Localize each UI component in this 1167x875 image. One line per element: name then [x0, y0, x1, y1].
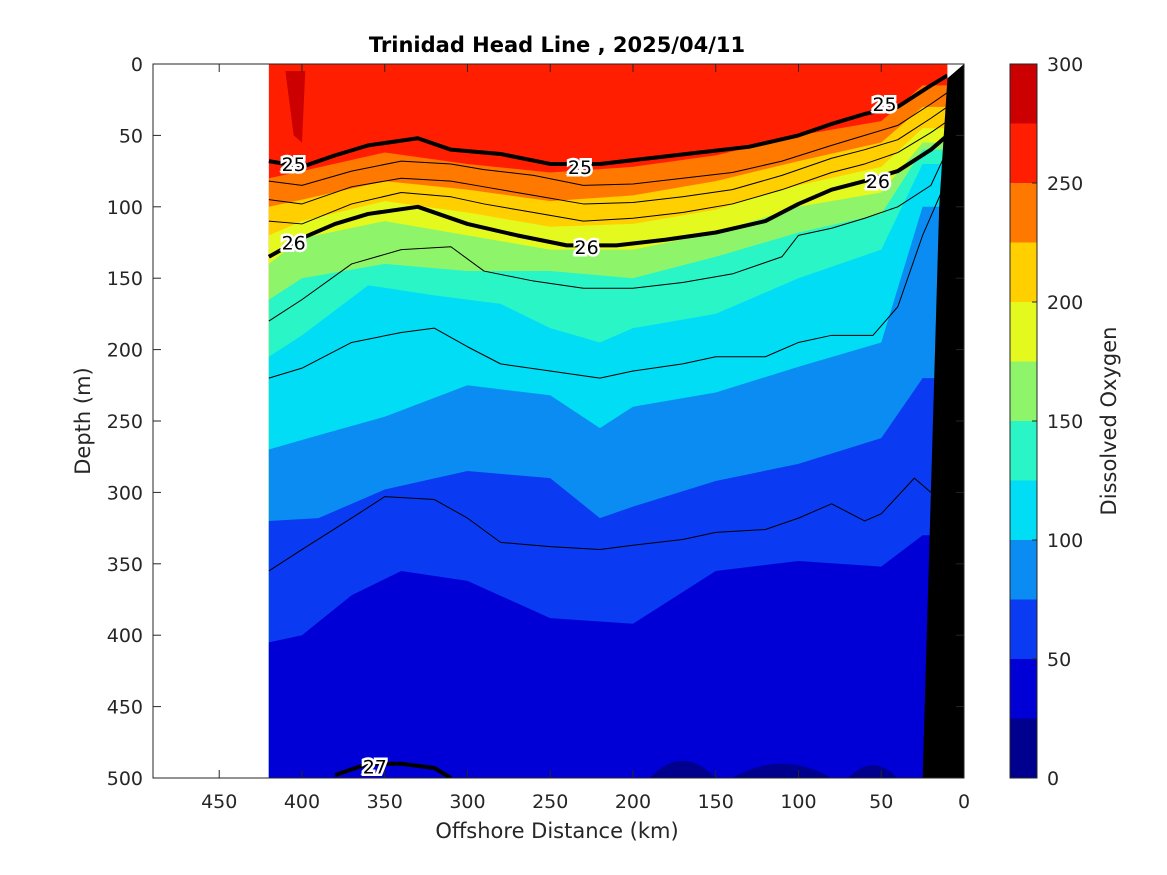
colorbar-tick-label-50: 50 [1047, 649, 1071, 671]
colorbar-band-50 [1010, 599, 1037, 659]
y-tick-label-150: 150 [107, 268, 143, 290]
isopycnal-line-thin-7 [268, 178, 948, 379]
colorbar-band-125 [1010, 421, 1037, 481]
colorbar: 0 50 100 150 200 250 300 [1009, 54, 1083, 790]
x-tick-label-400: 400 [284, 791, 320, 813]
contour-layer: 25 25 25 26 26 26 27 [267, 64, 964, 779]
contour-label-26-4: 26 [575, 237, 599, 259]
x-tick-label-200: 200 [615, 791, 651, 813]
isopycnal-line-thin-3 [268, 92, 948, 186]
x-tick-label-100: 100 [780, 791, 816, 813]
bathymetry-seafloor [922, 64, 964, 778]
contour-label-26-3: 26 [282, 233, 306, 255]
oxygen-band-below-50 [268, 535, 948, 778]
colorbar-band-225 [1010, 183, 1037, 243]
contour-label-25-2: 25 [872, 94, 896, 116]
contour-label-26-5: 26 [866, 171, 890, 193]
isopycnal-line-27-2 [334, 761, 452, 778]
x-tick-label-50: 50 [869, 791, 893, 813]
oxygen-low-patch-3 [848, 765, 898, 778]
x-tick-label-450: 450 [201, 791, 237, 813]
oxygen-low-patch-1 [649, 760, 716, 778]
y-tick-label-500: 500 [107, 768, 143, 790]
y-tick-label-450: 450 [107, 697, 143, 719]
colorbar-band-250 [1010, 123, 1037, 183]
isopycnal-line-thin-8 [268, 477, 932, 572]
y-tick-label-0: 0 [131, 54, 143, 76]
colorbar-band-25 [1010, 659, 1037, 719]
x-tick-label-0: 0 [958, 791, 970, 813]
x-tick-label-150: 150 [698, 791, 734, 813]
colorbar-tick-label-300: 300 [1047, 54, 1083, 76]
y-axis-label: Depth (m) [71, 367, 95, 474]
oxygen-core-high [285, 71, 306, 143]
colorbar-band-200 [1010, 242, 1037, 302]
isopycnal-line-thin-6 [268, 149, 948, 322]
x-tick-label-250: 250 [532, 791, 568, 813]
x-tick-label-300: 300 [449, 791, 485, 813]
bathymetry-gap [947, 64, 964, 79]
colorbar-tick-label-250: 250 [1047, 173, 1083, 195]
colorbar-band-150 [1010, 361, 1037, 421]
contour-label-27-6: 27 [363, 757, 387, 779]
y-tick-label-50: 50 [119, 125, 143, 147]
y-tick-label-200: 200 [107, 340, 143, 362]
isopycnal-line-26-1 [267, 133, 949, 259]
colorbar-tick-label-0: 0 [1047, 768, 1059, 790]
y-tick-label-300: 300 [107, 482, 143, 504]
oxygen-low-patch-2 [732, 763, 832, 778]
plot-area: 25 25 25 26 26 26 27 [152, 63, 965, 779]
y-tick-label-400: 400 [107, 625, 143, 647]
colorbar-tick-label-150: 150 [1047, 411, 1083, 433]
y-axis: 0 50 100 150 200 250 300 350 400 450 500 [107, 54, 964, 790]
y-tick-label-350: 350 [107, 554, 143, 576]
y-tick-label-250: 250 [107, 411, 143, 433]
contour-label-25-0: 25 [282, 154, 306, 176]
isopycnal-line-25-0 [268, 73, 949, 169]
y-tick-label-100: 100 [107, 197, 143, 219]
chart-title: Trinidad Head Line , 2025/04/11 [369, 33, 745, 57]
colorbar-band-100 [1010, 480, 1037, 540]
colorbar-tick-label-100: 100 [1047, 530, 1083, 552]
colorbar-band-0 [1010, 718, 1037, 778]
colorbar-label: Dissolved Oxygen [1097, 327, 1121, 516]
isopycnal-line-thin-5 [268, 120, 948, 225]
contour-label-25-1: 25 [568, 157, 592, 179]
x-axis: 450 400 350 300 250 200 150 100 50 0 [201, 64, 970, 813]
colorbar-band-175 [1010, 302, 1037, 362]
isopycnal-line-thin-4 [268, 106, 948, 205]
colorbar-tick-label-200: 200 [1047, 292, 1083, 314]
x-tick-label-350: 350 [367, 791, 403, 813]
x-axis-label: Offshore Distance (km) [435, 819, 678, 843]
colorbar-band-75 [1010, 540, 1037, 600]
colorbar-band-275 [1010, 64, 1037, 124]
